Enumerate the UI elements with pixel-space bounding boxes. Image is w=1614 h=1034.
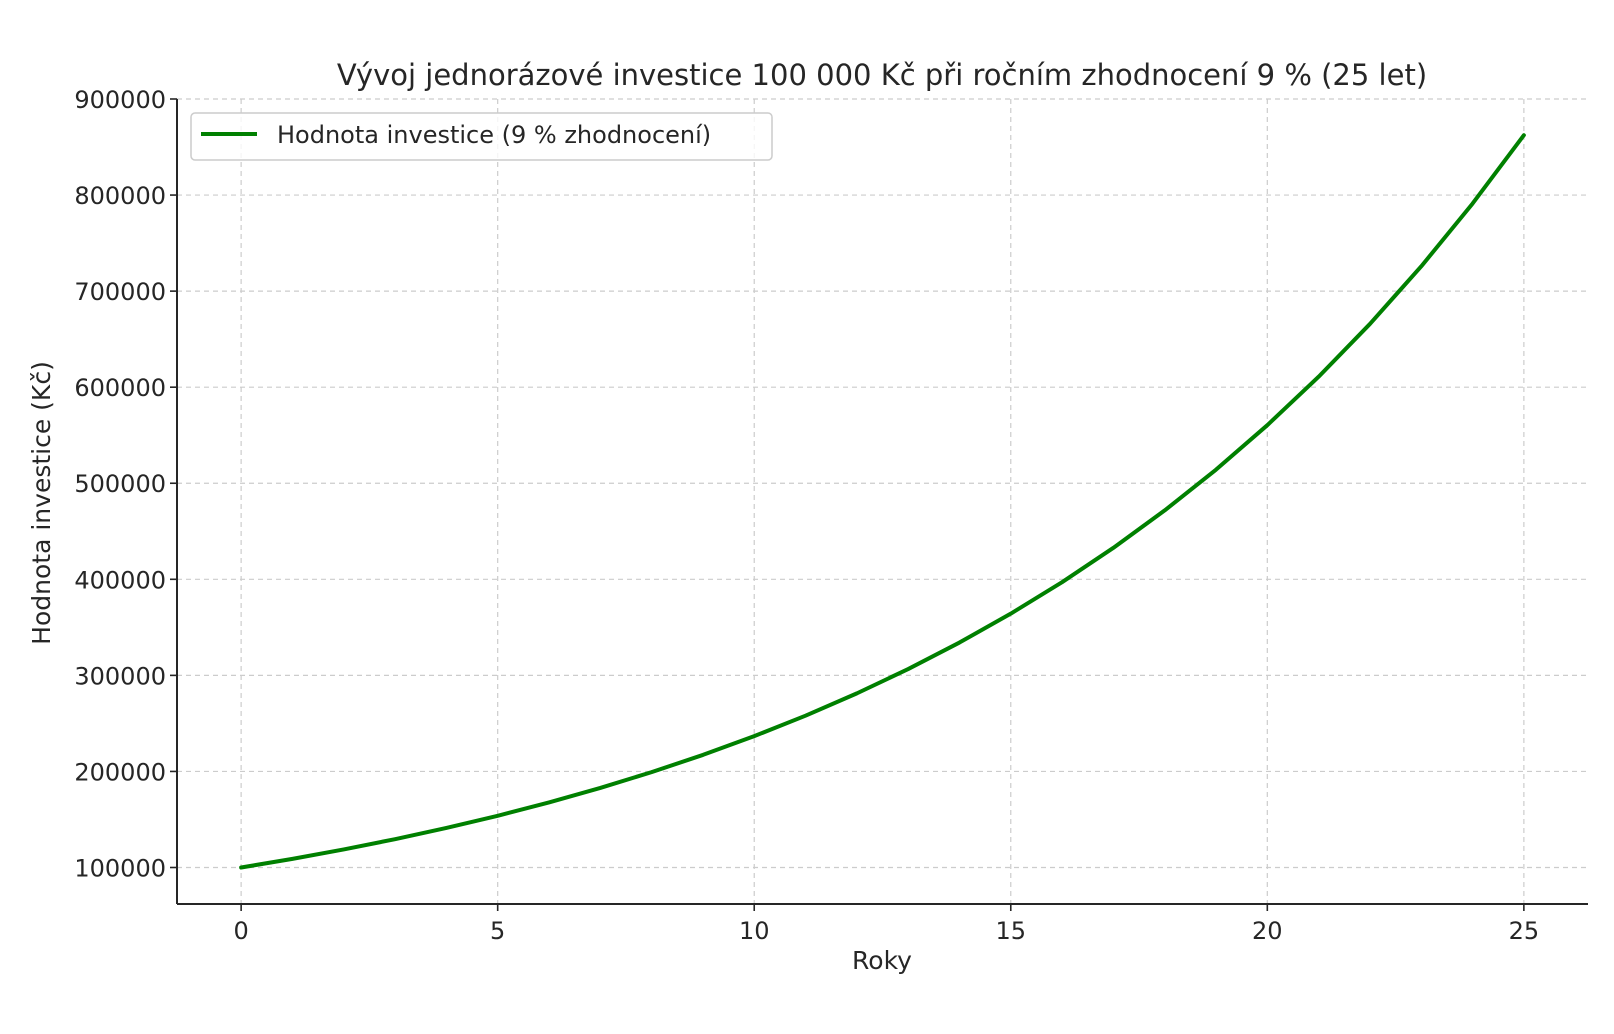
y-tick-label: 100000	[74, 854, 166, 882]
y-tick-label: 300000	[74, 662, 166, 690]
x-tick-label: 20	[1252, 917, 1283, 945]
chart-title: Vývoj jednorázové investice 100 000 Kč p…	[337, 58, 1427, 92]
x-axis-label: Roky	[852, 946, 912, 975]
x-tick-label: 0	[233, 917, 248, 945]
x-tick-label: 15	[995, 917, 1026, 945]
legend-label: Hodnota investice (9 % zhodnocení)	[277, 121, 711, 149]
series-lines	[241, 135, 1524, 867]
x-tick-label: 25	[1509, 917, 1540, 945]
y-tick-label: 800000	[74, 182, 166, 210]
y-tick-label: 200000	[74, 758, 166, 786]
legend: Hodnota investice (9 % zhodnocení)	[191, 113, 772, 160]
x-tick-label: 5	[490, 917, 505, 945]
y-tick-label: 600000	[74, 374, 166, 402]
series-line-investment-value	[241, 135, 1524, 867]
y-tick-label: 400000	[74, 566, 166, 594]
grid-lines	[177, 99, 1588, 904]
y-tick-label: 700000	[74, 278, 166, 306]
y-tick-label: 500000	[74, 470, 166, 498]
tick-marks-and-labels: 0 5 10 15 20 25 100000 200000 300000 400000 500000…	[74, 86, 1539, 945]
y-axis-label: Hodnota investice (Kč)	[27, 361, 56, 645]
y-tick-label: 900000	[74, 86, 166, 114]
x-tick-label: 10	[739, 917, 770, 945]
axes	[177, 99, 1588, 904]
